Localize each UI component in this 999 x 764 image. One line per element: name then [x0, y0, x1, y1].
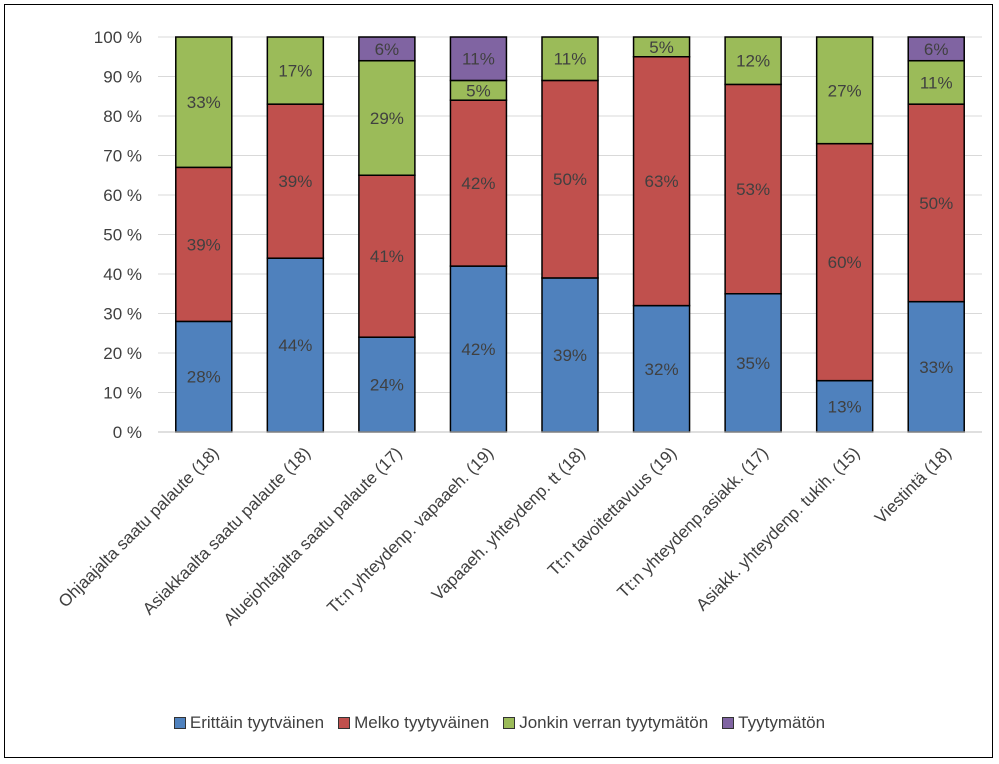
bar-segment [907, 36, 965, 62]
y-tick-label: 90 % [103, 68, 142, 87]
data-label: 28% [187, 368, 221, 387]
bar-segment [815, 36, 874, 145]
bar-segment [449, 99, 508, 267]
bar-segment [358, 36, 416, 62]
x-category-label: Vapaaeh. yhteydenp. tt (18) [428, 443, 589, 604]
data-label: 41% [370, 247, 404, 266]
x-category-label: Viestintä (18) [871, 443, 955, 527]
data-label: 6% [924, 40, 949, 59]
bar-segment [632, 36, 691, 58]
data-label: 24% [370, 376, 404, 395]
legend: Erittäin tyytväinen Melko tyytyväinen Jonk… [0, 713, 999, 733]
data-label: 39% [553, 346, 587, 365]
data-label: 39% [187, 235, 221, 254]
data-label: 44% [278, 336, 312, 355]
legend-item: Tyytymätön [722, 713, 825, 733]
y-tick-label: 0 % [113, 423, 142, 442]
bar-segment [541, 79, 599, 279]
x-axis: Ohjaajalta saatu palaute (18)Asiakkaalta… [55, 431, 982, 629]
x-category-label: Aluejohtajalta saatu palaute (17) [220, 443, 406, 629]
y-tick-label: 70 % [103, 147, 142, 166]
data-label: 63% [645, 172, 679, 191]
bar-segment [907, 300, 965, 433]
data-label: 33% [919, 358, 953, 377]
bar-segment [266, 257, 325, 433]
data-label: 50% [553, 170, 587, 189]
y-tick-label: 60 % [103, 186, 142, 205]
y-tick-label: 20 % [103, 344, 142, 363]
bar-segment [541, 36, 599, 82]
x-category-label: Ohjaajalta saatu palaute (18) [55, 443, 223, 611]
legend-swatch [503, 717, 516, 729]
y-tick-label: 80 % [103, 107, 142, 126]
data-label: 29% [370, 109, 404, 128]
bars: 28% 39% 33% 44% 39% 17% 24% 41% 29% 6% 42% 42% 5% 11%… [175, 36, 965, 433]
bar-segment [175, 36, 233, 169]
legend-item: Jonkin verran tyytymätön [503, 713, 708, 733]
data-label: 13% [828, 397, 862, 416]
x-category-label: Tt:n yhteydenp. vapaaeh. (19) [323, 443, 497, 617]
bar-segment [724, 83, 782, 295]
bar-segment [541, 277, 599, 433]
legend-label: Erittäin tyytväinen [189, 713, 325, 732]
bar-segment [175, 320, 233, 433]
bar-segment [449, 265, 508, 433]
data-label: 27% [828, 81, 862, 100]
data-label: 17% [278, 62, 312, 81]
y-tick-label: 50 % [103, 226, 142, 245]
bar-segment [449, 36, 508, 82]
data-label: 5% [649, 38, 674, 57]
legend-item: Melko tyytyväinen [338, 713, 489, 733]
data-label: 11% [554, 50, 587, 69]
y-tick-label: 40 % [103, 265, 142, 284]
x-category-label: Tt:n yhteydenp.asiakk. (17) [614, 443, 772, 601]
bar-segment [907, 103, 965, 303]
y-tick-label: 100 % [94, 28, 142, 47]
legend-item: Erittäin tyytväinen [173, 713, 325, 733]
data-label: 12% [736, 52, 770, 71]
data-label: 39% [278, 172, 312, 191]
data-label: 50% [919, 194, 953, 213]
x-category-label: Asiakkaalta saatu palaute (18) [139, 443, 314, 618]
legend-swatch [338, 717, 351, 729]
data-label: 11% [920, 73, 953, 92]
legend-swatch [722, 717, 735, 729]
data-label: 33% [187, 93, 221, 112]
bar-segment [724, 36, 782, 86]
legend-swatch [173, 717, 186, 729]
data-label: 11% [462, 50, 495, 69]
bar-segment [632, 56, 691, 307]
legend-label: Melko tyytyväinen [354, 713, 490, 732]
bar-segment [266, 36, 325, 105]
data-label: 60% [828, 253, 862, 272]
legend-label: Jonkin verran tyytymätön [519, 713, 709, 732]
data-label: 53% [736, 180, 770, 199]
data-label: 6% [375, 40, 400, 59]
y-tick-label: 10 % [103, 384, 142, 403]
data-label: 5% [466, 81, 491, 100]
data-label: 42% [461, 174, 495, 193]
data-label: 35% [736, 354, 770, 373]
bar-segment [358, 174, 416, 338]
bar-segment [358, 59, 416, 177]
data-label: 32% [645, 360, 679, 379]
y-tick-label: 30 % [103, 305, 142, 324]
bar-segment [632, 304, 691, 433]
y-axis: 0 % 10 % 20 % 30 % 40 % 50 % 60 % 70 % 80 % 90 % 1… [94, 28, 142, 442]
legend-label: Tyytymätön [738, 713, 826, 732]
bar-segment [907, 59, 965, 105]
bar-segment [175, 166, 233, 323]
x-category-label: Asiakk. yhteydenp. tukih. (15) [692, 443, 863, 614]
data-label: 42% [461, 340, 495, 359]
